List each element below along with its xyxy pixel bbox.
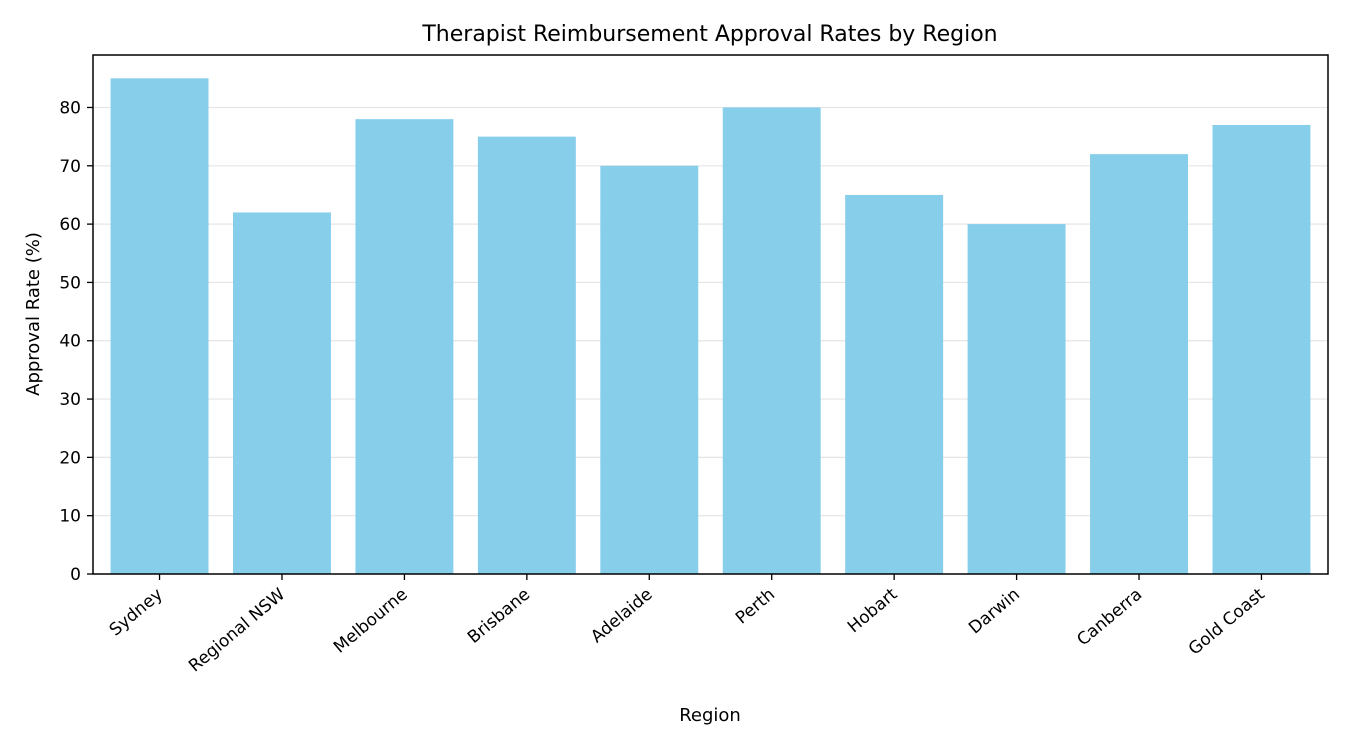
y-tick-label: 30 bbox=[59, 390, 81, 410]
x-tick-label: Canberra bbox=[1073, 585, 1146, 651]
x-tick-label: Perth bbox=[732, 585, 779, 629]
bar-hobart bbox=[845, 194, 944, 574]
y-tick-label: 80 bbox=[59, 98, 81, 118]
y-axis-label: Approval Rate (%) bbox=[23, 232, 44, 396]
x-tick-label: Melbourne bbox=[330, 585, 412, 658]
x-axis: Sydney Regional NSW Melbourne Brisbane Adela… bbox=[106, 574, 1269, 676]
bar-melbourne bbox=[355, 119, 454, 575]
bar-canberra bbox=[1090, 154, 1188, 574]
bar-darwin bbox=[967, 224, 1066, 574]
bar-brisbane bbox=[477, 136, 576, 574]
x-tick-label: Adelaide bbox=[587, 585, 656, 648]
bar-sydney bbox=[110, 78, 209, 575]
bar-gold-coast bbox=[1212, 124, 1311, 574]
y-tick-label: 70 bbox=[59, 157, 81, 177]
x-tick-label: Regional NSW bbox=[185, 584, 289, 676]
x-tick-label: Hobart bbox=[844, 584, 902, 637]
y-tick-label: 40 bbox=[59, 332, 81, 352]
x-tick-label: Brisbane bbox=[464, 585, 534, 648]
x-tick-label: Gold Coast bbox=[1185, 584, 1269, 659]
chart-title: Therapist Reimbursement Approval Rates b… bbox=[421, 22, 997, 47]
y-tick-label: 0 bbox=[70, 565, 81, 585]
x-tick-label: Sydney bbox=[106, 585, 167, 641]
y-tick-label: 20 bbox=[59, 448, 81, 468]
y-axis: 0 10 20 30 40 50 60 70 80 bbox=[59, 98, 93, 585]
plot-frame bbox=[92, 54, 1329, 575]
x-axis-label: Region bbox=[679, 705, 741, 726]
bar-adelaide bbox=[600, 165, 699, 574]
y-tick-label: 50 bbox=[59, 273, 81, 293]
bar-perth bbox=[722, 107, 821, 574]
y-tick-label: 60 bbox=[59, 215, 81, 235]
bar-regional-nsw bbox=[233, 212, 331, 574]
y-tick-label: 10 bbox=[59, 507, 81, 527]
bar-layer bbox=[110, 78, 1311, 575]
x-tick-label: Darwin bbox=[965, 585, 1024, 639]
